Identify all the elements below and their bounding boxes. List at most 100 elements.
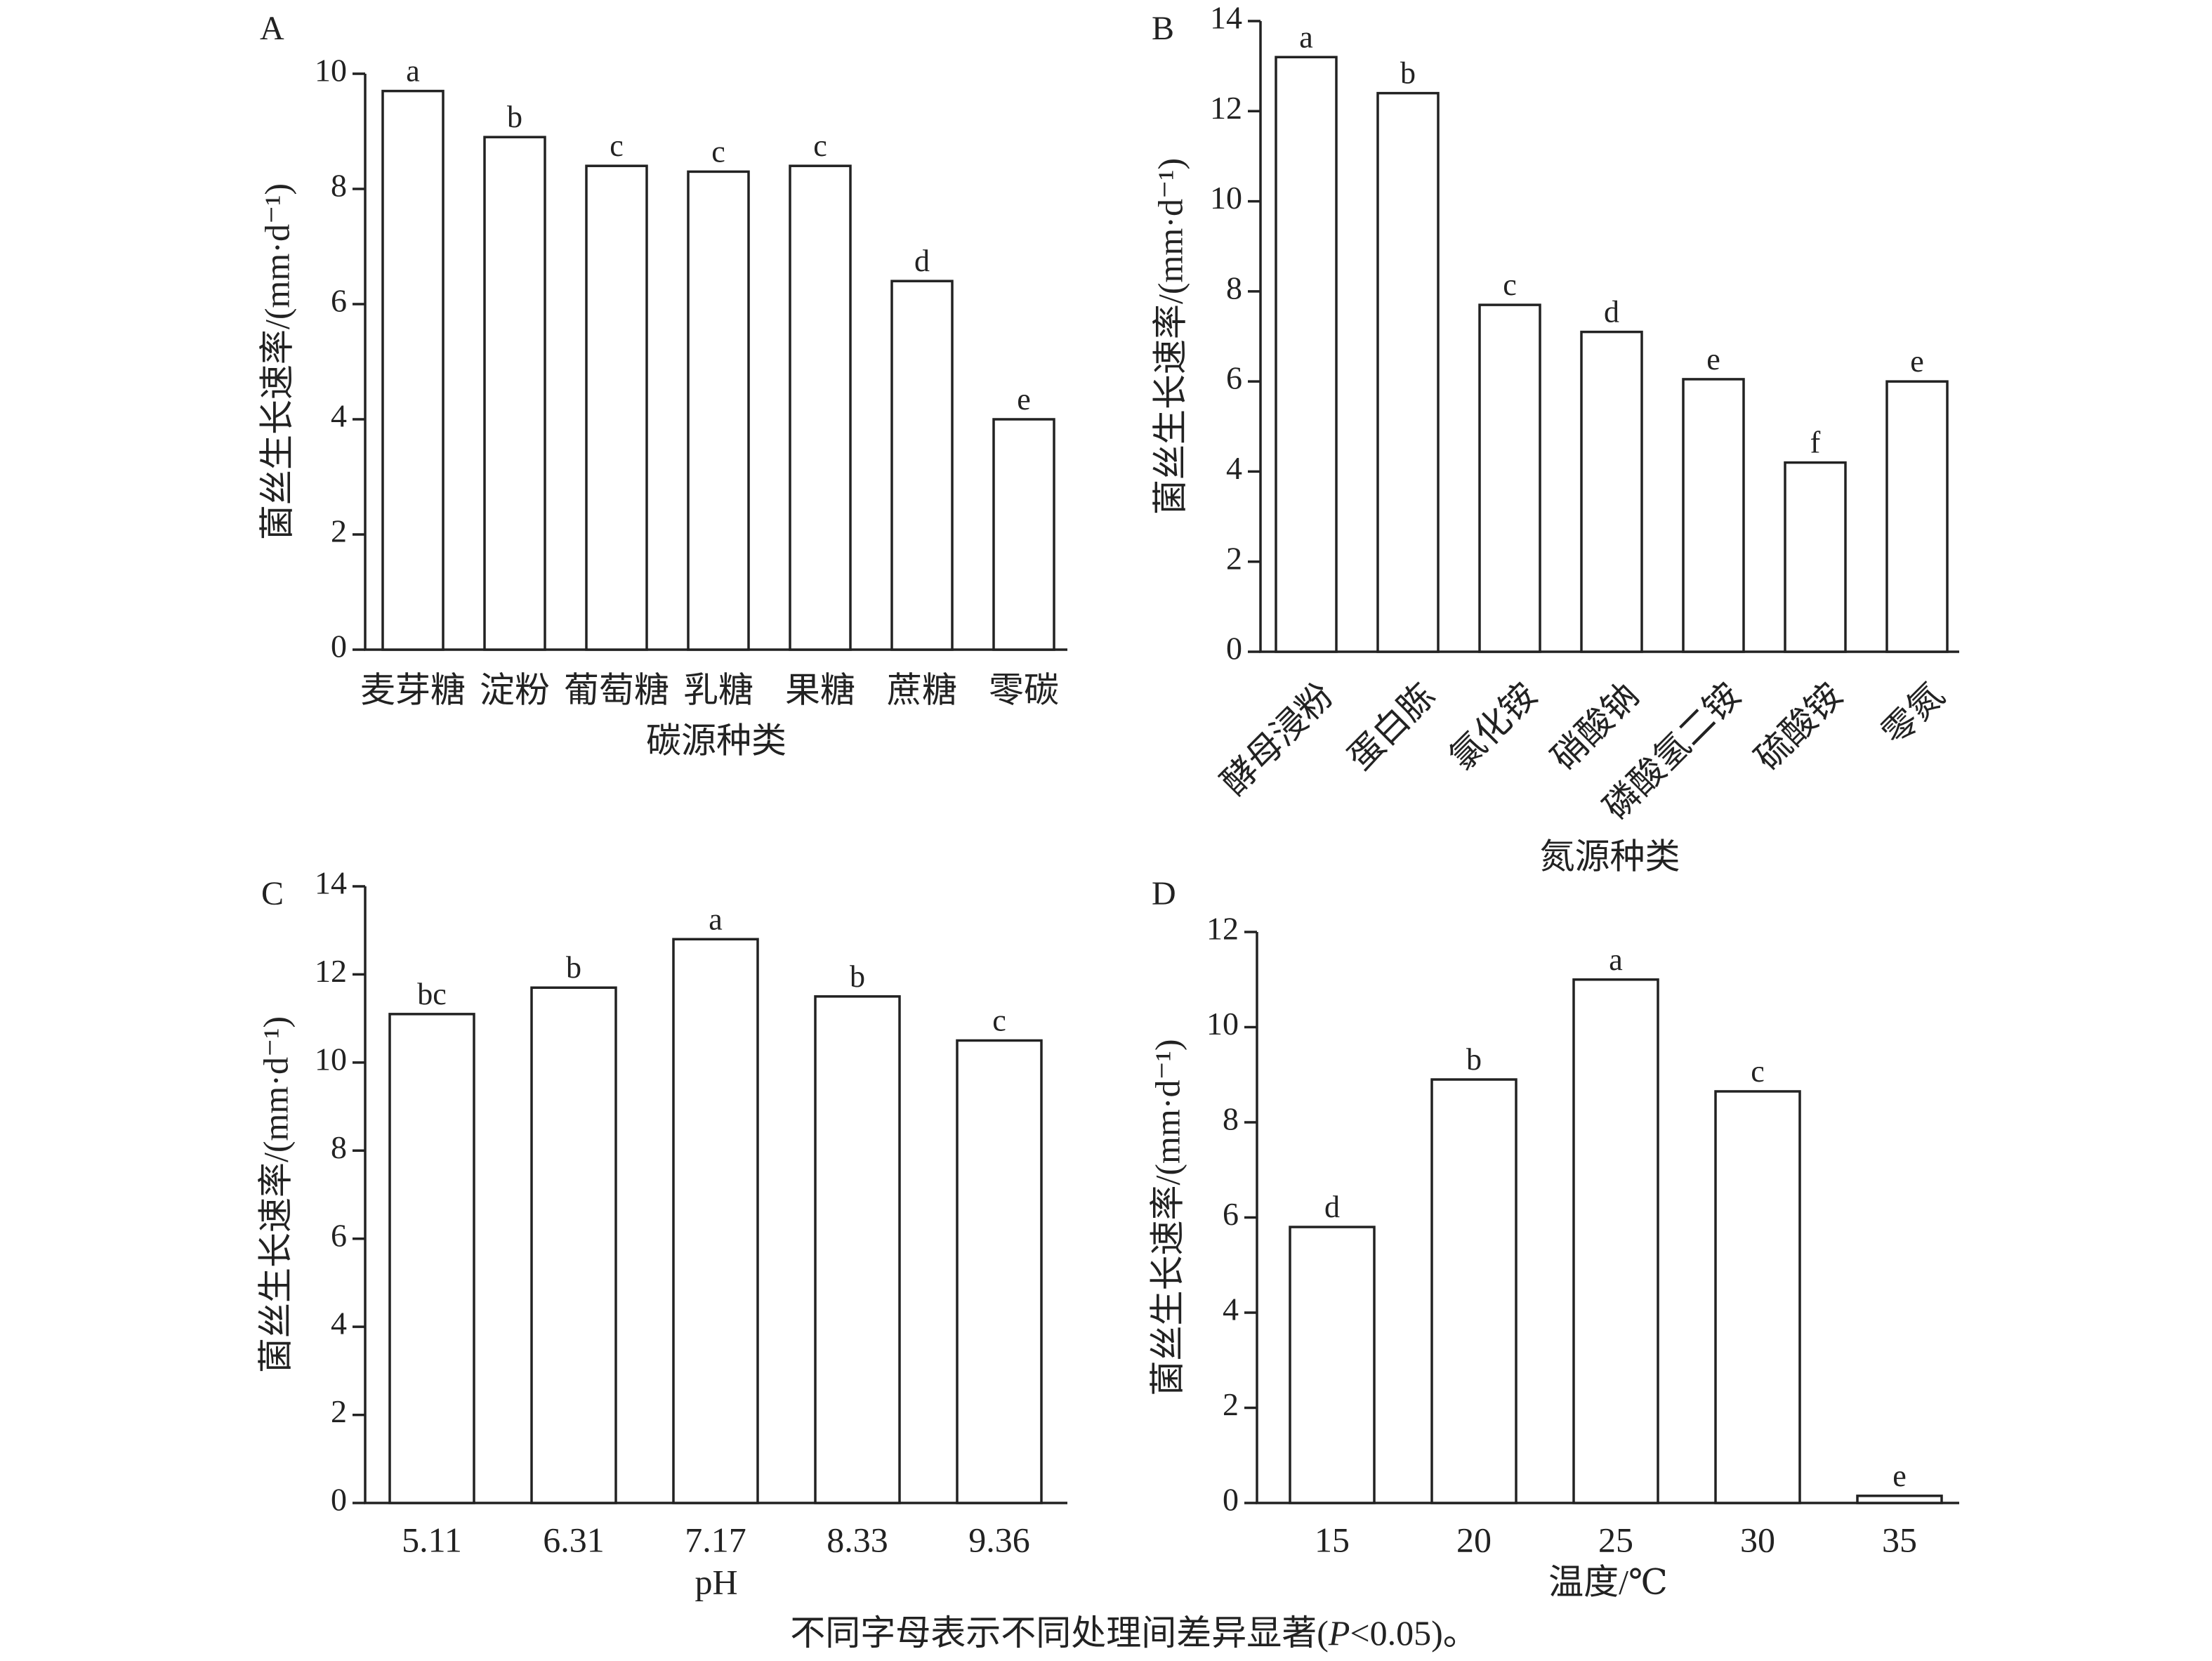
y-tick-label: 2 xyxy=(331,1393,347,1429)
significance-label: e xyxy=(1910,344,1924,379)
x-tick-label: 乳糖 xyxy=(683,670,753,709)
x-tick-label: 5.11 xyxy=(402,1520,462,1559)
bar xyxy=(992,418,1055,651)
chart-panel-c: C02468101214菌丝生长速率/(mm·d⁻¹)bc5.11b6.31a7… xyxy=(256,865,1067,1601)
y-tick-label: 0 xyxy=(1226,631,1242,667)
y-tick-label: 2 xyxy=(1223,1386,1239,1422)
significance-label: d xyxy=(914,244,930,278)
bar xyxy=(1856,1495,1943,1504)
y-tick-label: 14 xyxy=(1210,0,1242,36)
panel-label: C xyxy=(261,875,284,912)
chart-panel-a: A 0 2 4 6 8 10 菌丝生长速率/(mm·d⁻¹) a 麦芽糖 b 淀粉 c 葡萄糖 c 乳糖 c 果糖… xyxy=(257,10,1067,760)
x-axis-label: pH xyxy=(694,1562,737,1601)
bar xyxy=(687,170,750,651)
caption-suffix: <0.05)。 xyxy=(1350,1613,1477,1653)
bar xyxy=(483,136,546,651)
x-tick-label: 30 xyxy=(1740,1520,1775,1559)
x-tick-label: 8.33 xyxy=(827,1520,888,1559)
y-tick-label: 0 xyxy=(331,629,347,664)
y-tick-label: 10 xyxy=(315,1041,347,1077)
figure-caption: 不同字母表示不同处理间差异显著(P<0.05)。 xyxy=(790,1613,1478,1653)
y-tick-label: 10 xyxy=(1210,180,1242,216)
bar xyxy=(1885,380,1949,653)
y-tick-label: 0 xyxy=(1223,1482,1239,1518)
bar xyxy=(388,1013,475,1504)
y-tick-label: 6 xyxy=(1226,360,1242,396)
significance-label: a xyxy=(1609,943,1623,977)
y-tick-label: 4 xyxy=(331,1306,347,1341)
panel-label: B xyxy=(1152,10,1174,47)
x-tick-label: 零碳 xyxy=(989,670,1059,709)
y-tick-label: 4 xyxy=(331,398,347,434)
significance-label: c xyxy=(610,129,624,163)
x-tick-label: 25 xyxy=(1598,1520,1633,1559)
y-tick-label: 6 xyxy=(331,283,347,319)
x-axis-label: 碳源种类 xyxy=(646,721,786,760)
x-tick-label: 果糖 xyxy=(785,670,855,709)
y-tick-label: 4 xyxy=(1223,1292,1239,1327)
x-tick-label: 硫酸铵 xyxy=(1748,676,1850,778)
significance-label: e xyxy=(1706,342,1720,376)
significance-label: a xyxy=(406,54,420,88)
y-axis-label: 菌丝生长速率/(mm·d⁻¹) xyxy=(257,183,296,540)
bar xyxy=(1478,303,1541,653)
significance-label: bc xyxy=(417,977,447,1011)
y-tick-label: 12 xyxy=(1206,911,1239,947)
bar xyxy=(1572,978,1659,1504)
bar xyxy=(672,938,759,1504)
y-tick-label: 6 xyxy=(1223,1196,1239,1232)
significance-label: c xyxy=(1503,268,1517,302)
bar xyxy=(530,986,617,1504)
y-tick-label: 0 xyxy=(331,1482,347,1518)
significance-label: d xyxy=(1324,1190,1340,1224)
bar xyxy=(1784,461,1847,653)
bar xyxy=(1289,1226,1376,1504)
x-tick-label: 葡萄糖 xyxy=(564,670,669,709)
chart-panels: A 0 2 4 6 8 10 菌丝生长速率/(mm·d⁻¹) a 麦芽糖 b 淀粉 c 葡萄糖 c 乳糖 c 果糖… xyxy=(256,0,1959,1601)
bar xyxy=(890,280,954,651)
y-tick-label: 10 xyxy=(1206,1006,1239,1042)
x-tick-label: 酵母浸粉 xyxy=(1213,676,1341,803)
significance-label: c xyxy=(1751,1054,1765,1089)
bar xyxy=(1376,91,1440,653)
significance-label: b xyxy=(507,100,522,134)
x-tick-label: 20 xyxy=(1456,1520,1492,1559)
y-tick-label: 6 xyxy=(331,1217,347,1253)
bar xyxy=(1682,378,1745,653)
significance-label: c xyxy=(711,134,725,169)
bar xyxy=(1580,330,1643,653)
x-tick-label: 氯化铵 xyxy=(1442,676,1545,778)
y-tick-label: 4 xyxy=(1226,450,1242,486)
x-tick-label: 9.36 xyxy=(968,1520,1030,1559)
y-tick-label: 14 xyxy=(315,865,347,901)
significance-label: a xyxy=(709,902,723,936)
y-tick-label: 2 xyxy=(331,513,347,549)
caption-p-symbol: P xyxy=(1328,1613,1350,1653)
bar xyxy=(789,164,852,651)
x-tick-label: 35 xyxy=(1882,1520,1917,1559)
y-tick-label: 12 xyxy=(315,953,347,989)
x-tick-label: 硝酸钠 xyxy=(1544,676,1647,778)
y-axis-label: 菌丝生长速率/(mm·d⁻¹) xyxy=(256,1016,295,1373)
y-tick-label: 8 xyxy=(331,168,347,204)
y-tick-label: 8 xyxy=(1226,270,1242,306)
bar xyxy=(956,1039,1043,1504)
chart-panel-b: B 0 2 4 6 8 10 12 14 菌丝生长速率/(mm·d⁻¹) a 酵母浸粉 b 蛋白胨 c 氯化铵… xyxy=(1150,0,1959,876)
panel-label: A xyxy=(260,10,284,47)
significance-label: e xyxy=(1892,1459,1907,1493)
y-tick-label: 12 xyxy=(1210,90,1242,126)
significance-label: a xyxy=(1299,20,1313,54)
x-tick-label: 麦芽糖 xyxy=(360,670,466,709)
significance-label: b xyxy=(850,959,865,994)
bar xyxy=(381,89,445,651)
y-tick-label: 10 xyxy=(315,53,347,88)
significance-label: b xyxy=(1466,1042,1482,1077)
y-axis-label: 菌丝生长速率/(mm·d⁻¹) xyxy=(1147,1039,1187,1396)
x-tick-label: 零氮 xyxy=(1874,676,1951,753)
x-axis-label: 温度/℃ xyxy=(1548,1562,1668,1601)
x-tick-label: 15 xyxy=(1315,1520,1350,1559)
bar xyxy=(1714,1090,1801,1504)
significance-label: d xyxy=(1604,295,1619,329)
x-tick-label: 蔗糖 xyxy=(887,670,957,709)
